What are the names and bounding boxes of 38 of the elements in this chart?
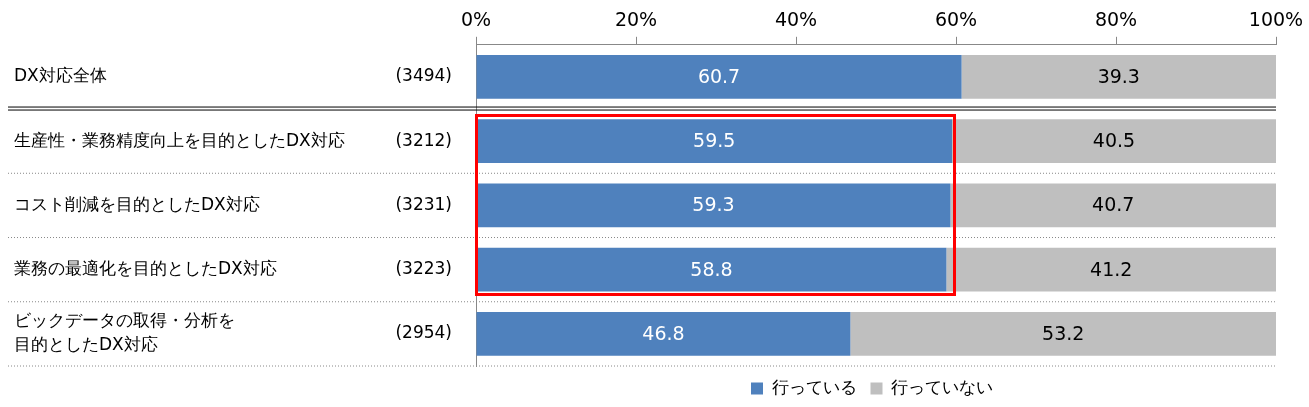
bar <box>476 312 851 356</box>
data-label: 60.7 <box>697 64 741 87</box>
bar <box>950 183 1276 228</box>
bar <box>961 55 1276 99</box>
y-tick-label: DX対応全体 <box>14 65 107 86</box>
legend-label: 行っていない <box>891 376 993 397</box>
y-tick-label: ビックデータの取得・分析を目的としたDX対応 <box>14 310 235 355</box>
x-tick-label: 40% <box>774 8 818 31</box>
y-tick-label: 業務の最適化を目的としたDX対応 <box>14 258 277 279</box>
x-tick-label: 0% <box>460 8 492 31</box>
x-tick-label: 80% <box>1094 8 1138 31</box>
data-label: 59.3 <box>692 193 735 216</box>
data-label: 59.5 <box>693 129 736 152</box>
data-label: 53.2 <box>1042 321 1085 344</box>
x-tick-label: 100% <box>1248 8 1304 31</box>
data-label: 39.3 <box>1097 64 1140 87</box>
x-tick-label: 60% <box>934 8 978 31</box>
text: (3212) <box>395 129 452 150</box>
bar <box>946 247 1276 292</box>
data-label: 40.7 <box>1092 193 1135 216</box>
y-tick-label: 生産性・業務精度向上を目的としたDX対応 <box>14 129 345 150</box>
text: (3223) <box>395 258 452 279</box>
text: (3494) <box>395 65 452 86</box>
text: (2954) <box>395 322 452 343</box>
legend-label: 行っている <box>771 376 857 397</box>
bar <box>850 312 1276 356</box>
data-label: 58.8 <box>690 257 733 280</box>
bar <box>476 119 952 163</box>
data-label: 40.5 <box>1092 129 1136 152</box>
text: (3231) <box>395 193 452 214</box>
y-tick-label: コスト削減を目的としたDX対応 <box>14 193 260 214</box>
data-label: 41.2 <box>1090 257 1133 280</box>
data-label: 46.8 <box>642 321 685 344</box>
bar <box>476 55 962 99</box>
x-tick-label: 20% <box>614 8 658 31</box>
bar <box>952 119 1276 163</box>
bar <box>476 247 947 292</box>
bar <box>476 183 951 228</box>
